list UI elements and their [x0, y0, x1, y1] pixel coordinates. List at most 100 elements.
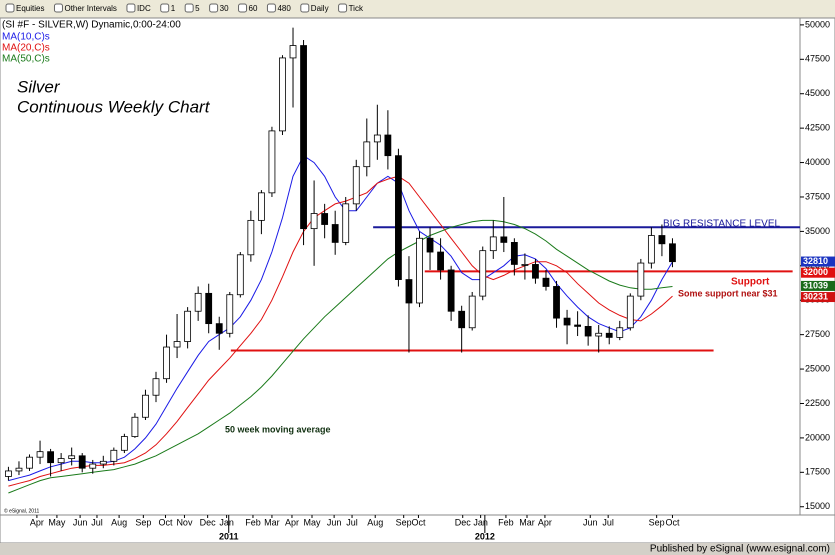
candle [437, 238, 444, 280]
candle [331, 210, 339, 255]
toolbar-icon [184, 3, 194, 13]
candle-body [163, 346, 170, 380]
candle-body [605, 332, 613, 338]
candle-body [247, 219, 255, 256]
x-tick-label: Jul [91, 517, 103, 527]
y-tick-label: 22500 [805, 398, 830, 408]
y-tick-label: 20000 [805, 432, 830, 442]
candle-body [47, 451, 54, 464]
candle [626, 293, 634, 331]
candle [637, 258, 645, 301]
legend-entry: MA(10,C)s [2, 32, 50, 43]
candle [110, 447, 118, 466]
candle-body [437, 251, 444, 271]
candle-body [89, 463, 97, 469]
candle [521, 253, 529, 280]
candle [89, 459, 97, 474]
toolbar-item[interactable]: 480 [277, 4, 291, 13]
candle-body [78, 455, 86, 469]
candle [215, 316, 223, 350]
candle [120, 433, 128, 454]
x-tick-label: Nov [176, 517, 193, 527]
toolbar-item[interactable]: Other Intervals [64, 4, 116, 13]
candle [595, 325, 603, 353]
toolbar-item[interactable]: Tick [349, 4, 364, 13]
toolbar-item[interactable]: Daily [311, 4, 329, 13]
x-tick-label: Aug [111, 517, 127, 527]
candle-body [500, 236, 508, 243]
toolbar-icon [266, 3, 276, 13]
y-tick-label: 35000 [805, 226, 830, 236]
candle [68, 447, 76, 466]
x-tick-label: Jan [219, 517, 234, 527]
candle-body [416, 237, 423, 304]
chart-title: Silver [17, 77, 61, 96]
candle-body [131, 416, 139, 437]
candle-body [447, 269, 455, 312]
candle [616, 320, 624, 341]
candle [542, 269, 550, 291]
toolbar-icon [53, 3, 63, 13]
toolbar-item[interactable]: 60 [249, 4, 258, 13]
candle-body [194, 292, 202, 312]
price-tag-label: 32000 [803, 267, 828, 277]
candle-body [342, 203, 350, 243]
candle [384, 110, 392, 170]
x-tick-label: May [48, 517, 66, 527]
x-tick-label: Jul [602, 517, 614, 527]
annotation: 50 week moving average [225, 424, 331, 434]
candle-body [215, 323, 223, 334]
candle-body [426, 237, 434, 253]
toolbar-item[interactable]: IDC [137, 4, 151, 13]
candle-body [637, 262, 645, 297]
candle [152, 371, 160, 403]
candle [247, 210, 255, 262]
candle-body [616, 327, 624, 338]
candle-body [173, 341, 181, 348]
candle-body [15, 467, 23, 472]
candle [184, 307, 192, 349]
moving-average [8, 154, 673, 482]
chart-subtitle: Continuous Weekly Chart [17, 97, 211, 116]
x-tick-label: Apr [285, 517, 299, 527]
candle-body [363, 141, 371, 168]
candle [373, 104, 381, 160]
x-tick-label: Mar [519, 517, 535, 527]
candle [553, 280, 560, 328]
candle [605, 326, 613, 345]
toolbar-item[interactable]: 1 [171, 4, 176, 13]
candle [458, 305, 466, 353]
x-tick-label: Apr [30, 517, 44, 527]
candle-body [68, 455, 76, 459]
candle-body [521, 264, 529, 266]
x-tick-label: Aug [367, 517, 383, 527]
candle-body [658, 235, 666, 245]
candle [78, 453, 86, 473]
x-tick-label: Jul [346, 517, 358, 527]
toolbar-item[interactable]: Equities [16, 4, 44, 13]
copyright: © eSignal, 2011 [4, 507, 40, 514]
status-bar [0, 543, 835, 555]
candle [500, 196, 508, 253]
candle [205, 283, 213, 334]
y-tick-label: 27500 [805, 329, 830, 339]
x-tick-label: Feb [245, 517, 261, 527]
y-tick-label: 15000 [805, 501, 830, 511]
candle-body [479, 250, 487, 297]
candle [426, 227, 434, 270]
candle-body [669, 243, 676, 263]
toolbar-item[interactable]: 30 [220, 4, 229, 13]
x-tick-label: Oct [665, 517, 680, 527]
price-tag-label: 31039 [803, 280, 828, 290]
candle [142, 389, 149, 421]
candle [257, 190, 265, 235]
candle [352, 159, 360, 211]
candle [226, 291, 234, 338]
candle-body [152, 378, 160, 396]
candle-body [142, 394, 149, 418]
x-tick-label: Feb [498, 517, 514, 527]
candle [47, 448, 54, 477]
legend-entry: MA(20,C)s [2, 43, 50, 54]
toolbar-item[interactable]: 5 [195, 4, 200, 13]
